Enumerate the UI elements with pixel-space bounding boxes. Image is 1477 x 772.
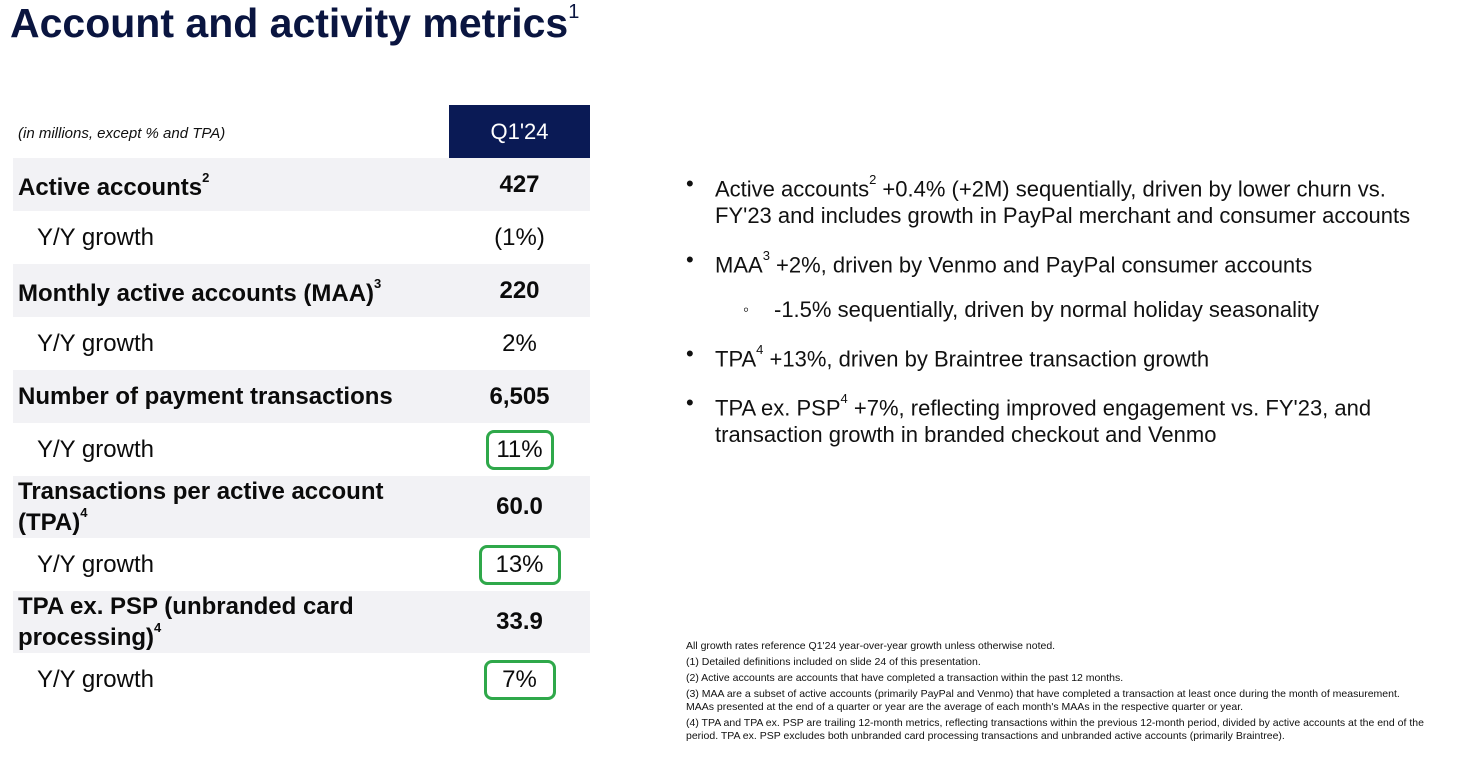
bullet-tpa-ex-psp: TPA ex. PSP4 +7%, reflecting improved en…: [686, 389, 1446, 448]
row-label: TPA ex. PSP (unbranded card processing)4: [18, 593, 354, 651]
row-value: 427: [499, 170, 540, 198]
title-footnote-marker: 1: [568, 1, 580, 24]
highlight-box: 7%: [483, 659, 556, 700]
table-row-tpa: Transactions per active account (TPA)4 6…: [13, 476, 590, 538]
row-label: Y/Y growth: [37, 436, 154, 463]
table-row-yy-growth: Y/Y growth 2%: [13, 317, 590, 370]
table-header: (in millions, except % and TPA) Q1'24: [13, 105, 590, 158]
row-label: Transactions per active account (TPA)4: [18, 478, 384, 536]
column-header-q1-24: Q1'24: [449, 105, 590, 158]
row-value: 2%: [502, 329, 537, 357]
table-row-yy-growth: Y/Y growth 11%: [13, 423, 590, 476]
footnote: (1) Detailed definitions included on sli…: [686, 656, 981, 668]
metrics-table: (in millions, except % and TPA) Q1'24 Ac…: [13, 105, 590, 706]
row-value: 11%: [449, 429, 590, 470]
row-label: Monthly active accounts (MAA)3: [18, 276, 382, 307]
row-label: Y/Y growth: [37, 224, 154, 251]
table-row-tpa-ex-psp: TPA ex. PSP (unbranded card processing)4…: [13, 591, 590, 653]
table-row-yy-growth: Y/Y growth 13%: [13, 538, 590, 591]
row-value: 60.0: [496, 493, 543, 520]
highlight-box: 11%: [485, 429, 554, 470]
footnotes: All growth rates reference Q1'24 year-ov…: [686, 640, 1426, 746]
row-value: (1%): [494, 223, 545, 251]
bullet-maa: MAA3 +2%, driven by Venmo and PayPal con…: [686, 246, 1446, 278]
row-label: Y/Y growth: [37, 330, 154, 357]
table-row-yy-growth: Y/Y growth 7%: [13, 653, 590, 706]
footnote: (4) TPA and TPA ex. PSP are trailing 12-…: [686, 717, 1424, 742]
table-row-active-accounts: Active accounts2 427: [13, 158, 590, 211]
bullet-tpa: TPA4 +13%, driven by Braintree transacti…: [686, 340, 1446, 372]
sub-bullet-maa-sequential: -1.5% sequentially, driven by normal hol…: [686, 296, 1446, 323]
table-row-yy-growth: Y/Y growth (1%): [13, 211, 590, 264]
units-note: (in millions, except % and TPA): [18, 125, 226, 142]
footnote: All growth rates reference Q1'24 year-ov…: [686, 640, 1056, 652]
row-value: 7%: [449, 659, 590, 700]
footnote: (3) MAA are a subset of active accounts …: [686, 688, 1400, 713]
row-value: 220: [499, 276, 540, 304]
row-value: 6,505: [489, 382, 550, 410]
row-label: Number of payment transactions: [18, 383, 393, 410]
row-label: Y/Y growth: [37, 551, 154, 578]
commentary-bullets: Active accounts2 +0.4% (+2M) sequentiall…: [686, 170, 1446, 465]
footnote: (2) Active accounts are accounts that ha…: [686, 672, 1124, 684]
row-label: Active accounts2: [18, 170, 210, 201]
table-row-payment-transactions: Number of payment transactions 6,505: [13, 370, 590, 423]
table-row-maa: Monthly active accounts (MAA)3 220: [13, 264, 590, 317]
row-value: 33.9: [496, 608, 543, 635]
bullet-active-accounts: Active accounts2 +0.4% (+2M) sequentiall…: [686, 170, 1446, 229]
page-title: Account and activity metrics1: [10, 0, 580, 46]
row-label: Y/Y growth: [37, 666, 154, 693]
row-value: 13%: [449, 544, 590, 585]
highlight-box: 13%: [478, 544, 561, 585]
